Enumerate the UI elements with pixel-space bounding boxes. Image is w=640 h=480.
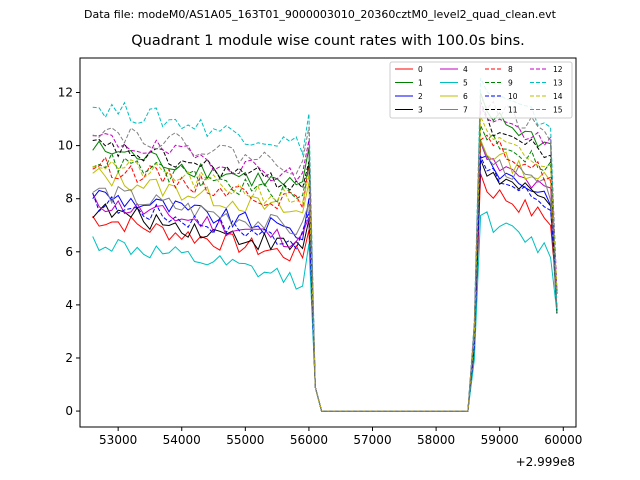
y-tick-label: 6 <box>65 245 73 259</box>
series-layer <box>92 77 558 412</box>
legend-label-3: 3 <box>418 106 423 115</box>
legend-label-13: 13 <box>553 79 563 88</box>
series-line-14 <box>92 116 558 412</box>
legend-label-2: 2 <box>418 92 423 101</box>
y-axis: 0 2 4 6 8 10 12 <box>58 86 80 418</box>
figure-suptitle: Data file: modeM0/AS1A05_163T01_90000030… <box>84 8 556 21</box>
series-line-5 <box>92 211 558 412</box>
series-line-3 <box>92 159 558 412</box>
series-line-9 <box>92 125 558 412</box>
legend-label-0: 0 <box>418 65 423 74</box>
series-line-7 <box>92 141 558 412</box>
x-tick-label: 55000 <box>226 433 264 447</box>
x-offset-label: +2.999e8 <box>516 455 575 469</box>
x-axis: 53000 54000 55000 56000 57000 58000 59000 60000 <box>99 427 582 447</box>
series-line-11 <box>92 101 558 412</box>
legend-label-10: 10 <box>508 92 518 101</box>
series-line-4 <box>92 142 558 412</box>
legend-label-9: 9 <box>508 79 513 88</box>
x-tick-label: 58000 <box>417 433 455 447</box>
series-line-13 <box>92 77 558 412</box>
legend-label-15: 15 <box>553 106 563 115</box>
series-line-15 <box>92 94 558 412</box>
legend-label-14: 14 <box>553 92 563 101</box>
series-line-1 <box>92 92 558 412</box>
axes-frame <box>79 57 577 428</box>
series-line-12 <box>92 105 558 412</box>
x-tick-label: 53000 <box>99 433 137 447</box>
x-tick-label: 57000 <box>353 433 391 447</box>
series-line-10 <box>92 155 558 412</box>
y-tick-label: 10 <box>58 139 73 153</box>
legend-label-6: 6 <box>463 92 468 101</box>
x-tick-label: 59000 <box>481 433 519 447</box>
y-tick-label: 4 <box>65 298 73 312</box>
legend-label-5: 5 <box>463 79 468 88</box>
legend-label-1: 1 <box>418 79 423 88</box>
legend-box <box>389 61 573 119</box>
legend-label-4: 4 <box>463 65 468 74</box>
x-tick-label: 56000 <box>290 433 328 447</box>
legend-label-8: 8 <box>508 65 513 74</box>
legend-label-11: 11 <box>508 106 518 115</box>
legend-label-7: 7 <box>463 106 468 115</box>
legend-label-12: 12 <box>553 65 563 74</box>
y-tick-label: 8 <box>65 192 73 206</box>
y-tick-label: 0 <box>65 404 73 418</box>
chart-title: Quadrant 1 module wise count rates with … <box>131 33 525 49</box>
series-line-0 <box>92 173 558 412</box>
y-tick-label: 12 <box>58 86 73 100</box>
y-tick-label: 2 <box>65 351 73 365</box>
x-tick-label: 60000 <box>544 433 582 447</box>
x-tick-label: 54000 <box>163 433 201 447</box>
